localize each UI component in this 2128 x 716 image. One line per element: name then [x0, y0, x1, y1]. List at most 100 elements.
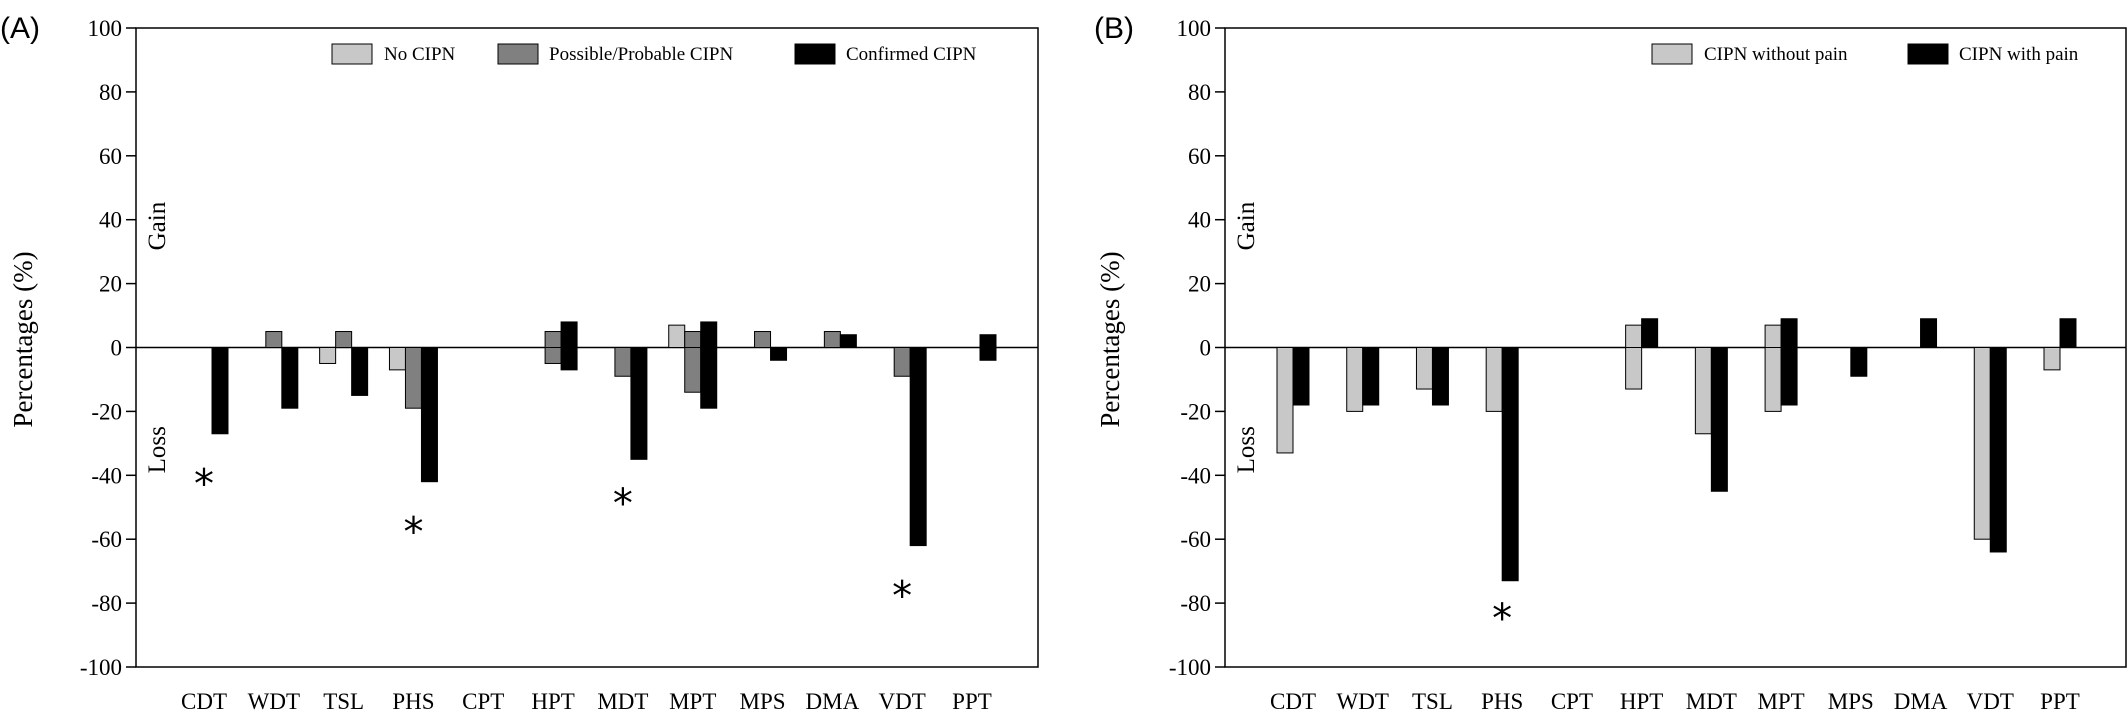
bar-gain — [700, 321, 718, 349]
bar-gain — [2059, 318, 2077, 348]
bar-loss — [281, 347, 299, 409]
significance-star: * — [613, 481, 633, 527]
bar-loss — [684, 347, 702, 393]
bar-gain — [668, 324, 686, 349]
y-tick-label: 80 — [1188, 80, 1211, 105]
significance-star: * — [403, 510, 423, 556]
x-category-label: VDT — [879, 689, 926, 714]
bar-loss — [1431, 347, 1449, 406]
y-tick-label: 60 — [1188, 144, 1211, 169]
bar-loss — [979, 347, 997, 361]
x-category-label: CPT — [462, 689, 504, 714]
bar-loss — [614, 347, 632, 377]
bar-loss — [211, 347, 229, 435]
legend-label: CIPN without pain — [1704, 44, 1848, 65]
bar-loss — [893, 347, 911, 377]
bar-loss — [319, 347, 337, 364]
bar-loss — [1485, 347, 1503, 412]
bar-gain — [684, 331, 702, 348]
y-axis-title: Percentages (%) — [8, 251, 38, 427]
x-category-label: PHS — [1481, 689, 1523, 714]
significance-star: * — [1492, 596, 1512, 642]
panel-label: (B) — [1094, 12, 1134, 45]
x-category-label: MPT — [1757, 689, 1804, 714]
x-category-label: TSL — [323, 689, 364, 714]
gain-label: Gain — [144, 201, 171, 250]
bar-loss — [1625, 347, 1643, 390]
bar-gain — [1641, 318, 1659, 348]
y-tick-label: 20 — [1188, 272, 1211, 297]
x-category-label: PPT — [2040, 689, 2080, 714]
bar-loss — [909, 347, 927, 547]
x-category-label: WDT — [248, 689, 300, 714]
x-category-label: MPS — [740, 689, 786, 714]
bar-loss — [1415, 347, 1433, 390]
y-tick-label: -40 — [1180, 463, 1211, 488]
loss-label: Loss — [1233, 426, 1260, 473]
x-category-label: WDT — [1337, 689, 1389, 714]
bar-loss — [1850, 347, 1868, 377]
bar-loss — [1292, 347, 1310, 406]
bar-loss — [1362, 347, 1380, 406]
x-category-label: HPT — [1620, 689, 1663, 714]
bar-loss — [560, 347, 578, 371]
y-tick-label: 60 — [99, 144, 122, 169]
legend-label: Possible/Probable CIPN — [549, 44, 733, 65]
bar-gain — [754, 331, 772, 348]
x-category-label: MPS — [1828, 689, 1874, 714]
x-category-label: MDT — [1686, 689, 1737, 714]
bar-loss — [1989, 347, 2007, 553]
y-tick-label: -20 — [91, 399, 122, 424]
panel-a-chart: (A) -100 -80 -60 -40 -20 0 20 40 60 80 100 Percentag… — [0, 12, 1039, 714]
legend-label: No CIPN — [384, 44, 456, 65]
bar-loss — [700, 347, 718, 409]
y-tick-label: -60 — [1180, 527, 1211, 552]
bar-loss — [404, 347, 422, 409]
x-category-label: PPT — [952, 689, 992, 714]
bar-loss — [1346, 347, 1364, 412]
x-category-label: CDT — [1270, 689, 1316, 714]
legend-swatch — [794, 43, 836, 65]
bar-loss — [1501, 347, 1519, 582]
y-tick-label: -80 — [1180, 591, 1211, 616]
y-tick-label: -100 — [1169, 655, 1211, 680]
bar-gain — [1780, 318, 1798, 348]
x-category-label: CDT — [181, 689, 227, 714]
bar-gain — [1625, 324, 1643, 349]
bar-loss — [630, 347, 648, 460]
bar-gain — [265, 331, 283, 348]
bar-loss — [1764, 347, 1782, 412]
bar-loss — [420, 347, 438, 483]
bar-gain — [839, 334, 857, 349]
bar-loss — [388, 347, 406, 371]
bar-loss — [1694, 347, 1712, 435]
significance-star: * — [194, 462, 214, 508]
bar-loss — [770, 347, 788, 361]
panel-label: (A) — [0, 12, 40, 45]
legend-swatch — [497, 43, 539, 65]
bar-gain — [979, 334, 997, 349]
x-category-label: CPT — [1551, 689, 1593, 714]
bar-loss — [544, 347, 562, 364]
bar-loss — [1973, 347, 1991, 540]
y-tick-label: -80 — [91, 591, 122, 616]
y-tick-label: -60 — [91, 527, 122, 552]
bar-loss — [2043, 347, 2061, 371]
y-axis-title: Percentages (%) — [1095, 251, 1125, 427]
x-category-label: MPT — [669, 689, 716, 714]
y-tick-label: -40 — [91, 463, 122, 488]
legend-label: CIPN with pain — [1959, 44, 2079, 65]
y-tick-label: 0 — [1200, 336, 1212, 361]
bar-gain — [1764, 324, 1782, 349]
x-category-label: MDT — [597, 689, 648, 714]
bar-loss — [1710, 347, 1728, 492]
y-tick-label: -20 — [1180, 399, 1211, 424]
x-category-label: DMA — [1894, 689, 1948, 714]
bar-loss — [1780, 347, 1798, 406]
y-tick-label: -100 — [80, 655, 122, 680]
x-category-label: HPT — [531, 689, 574, 714]
significance-star: * — [892, 574, 912, 620]
bar-gain — [823, 331, 841, 348]
x-category-label: VDT — [1967, 689, 2014, 714]
